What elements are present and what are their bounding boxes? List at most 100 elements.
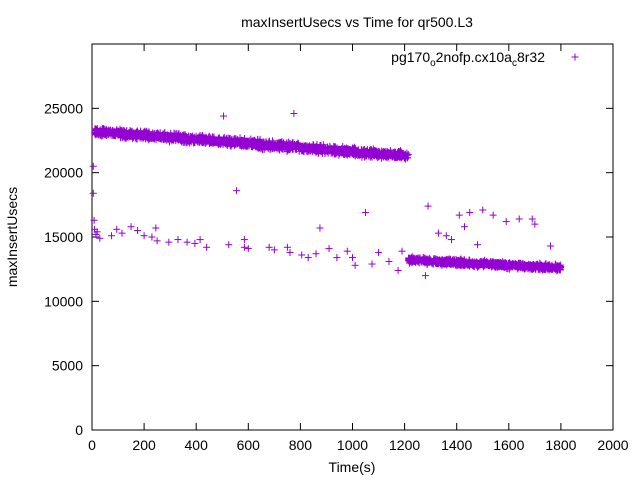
x-tick-label: 600 [237, 437, 261, 453]
data-point [391, 149, 399, 157]
data-point [189, 136, 197, 144]
data-point [442, 232, 450, 240]
data-point [174, 236, 182, 244]
data-point [244, 245, 252, 253]
data-point [181, 135, 189, 143]
data-point [444, 258, 452, 266]
data-point [362, 209, 370, 217]
data-point [502, 218, 510, 226]
data-point [240, 236, 248, 244]
y-tick-label: 5000 [52, 358, 83, 374]
data-point [277, 141, 285, 149]
y-tick-label: 15000 [44, 229, 83, 245]
data-point [203, 243, 211, 251]
y-tick-label: 0 [75, 422, 83, 438]
data-point [230, 138, 238, 146]
data-point [248, 138, 256, 146]
data-point [361, 148, 369, 156]
data-point [528, 262, 536, 270]
data-point [216, 140, 224, 148]
data-point [397, 150, 405, 158]
data-point [270, 246, 278, 254]
data-point [370, 151, 378, 159]
data-point [430, 257, 438, 265]
data-point [421, 272, 429, 280]
data-point [108, 232, 116, 240]
data-point [184, 134, 192, 142]
data-point [183, 238, 191, 246]
data-point [316, 145, 324, 153]
data-point [220, 112, 228, 120]
data-point [347, 146, 355, 154]
data-point [116, 127, 124, 135]
data-point [479, 206, 487, 214]
data-point [406, 256, 414, 264]
data-point [481, 256, 489, 264]
data-point [528, 265, 536, 273]
data-point [283, 243, 291, 251]
data-point [191, 239, 199, 247]
data-point [424, 202, 432, 210]
data-point [398, 247, 406, 255]
data-point [132, 135, 140, 143]
data-point [342, 146, 350, 154]
x-tick-label: 1800 [545, 437, 576, 453]
data-point [520, 265, 528, 273]
data-point [240, 243, 248, 251]
x-axis-label: Time(s) [329, 459, 376, 475]
legend-label-part: 2nofp.cx10a [436, 49, 512, 65]
data-point [266, 146, 274, 154]
x-tick-label: 1200 [389, 437, 420, 453]
data-point [96, 131, 104, 139]
data-point [165, 136, 173, 144]
data-point [93, 228, 101, 236]
data-point [398, 149, 406, 157]
data-point [106, 128, 114, 136]
data-point [484, 260, 492, 268]
data-point [286, 248, 294, 256]
data-point [139, 133, 147, 141]
data-point [419, 258, 427, 266]
data-point [233, 187, 241, 195]
data-point [174, 136, 182, 144]
data-point [223, 139, 231, 147]
data-point [154, 133, 162, 141]
data-point [325, 245, 333, 253]
data-point [351, 152, 359, 160]
x-tick-label: 1600 [493, 437, 524, 453]
data-point [310, 144, 318, 152]
x-axis: 0 200 400 600 800 1000 1200 1400 1600 1800 2000 [88, 44, 629, 453]
data-point [316, 224, 324, 232]
data-point [143, 131, 151, 139]
data-point [127, 128, 135, 136]
plot-frame [91, 43, 614, 431]
y-axis: 0 5000 10000 15000 20000 25000 [44, 100, 613, 438]
data-point [138, 134, 146, 142]
data-point [238, 136, 246, 144]
x-tick-label: 2000 [597, 437, 628, 453]
data-point [433, 258, 441, 266]
data-point [531, 220, 539, 228]
data-point [333, 254, 341, 262]
data-point [274, 139, 282, 147]
data-point [153, 237, 161, 245]
y-axis-label: maxInsertUsecs [4, 187, 20, 287]
data-point [237, 137, 245, 145]
data-point [127, 223, 135, 231]
legend-marker-plus [571, 53, 579, 61]
data-point [375, 248, 383, 256]
data-point [196, 236, 204, 244]
legend-marker [571, 53, 579, 61]
data-point [546, 242, 554, 250]
data-point [358, 149, 366, 157]
data-point [90, 216, 98, 224]
x-tick-label: 1000 [337, 437, 368, 453]
data-point [205, 137, 213, 145]
data-point [134, 227, 142, 235]
data-point [466, 209, 474, 217]
data-point [209, 138, 217, 146]
data-point [489, 211, 497, 219]
x-tick-label: 400 [185, 437, 209, 453]
data-point [488, 263, 496, 271]
data-point [476, 260, 484, 268]
